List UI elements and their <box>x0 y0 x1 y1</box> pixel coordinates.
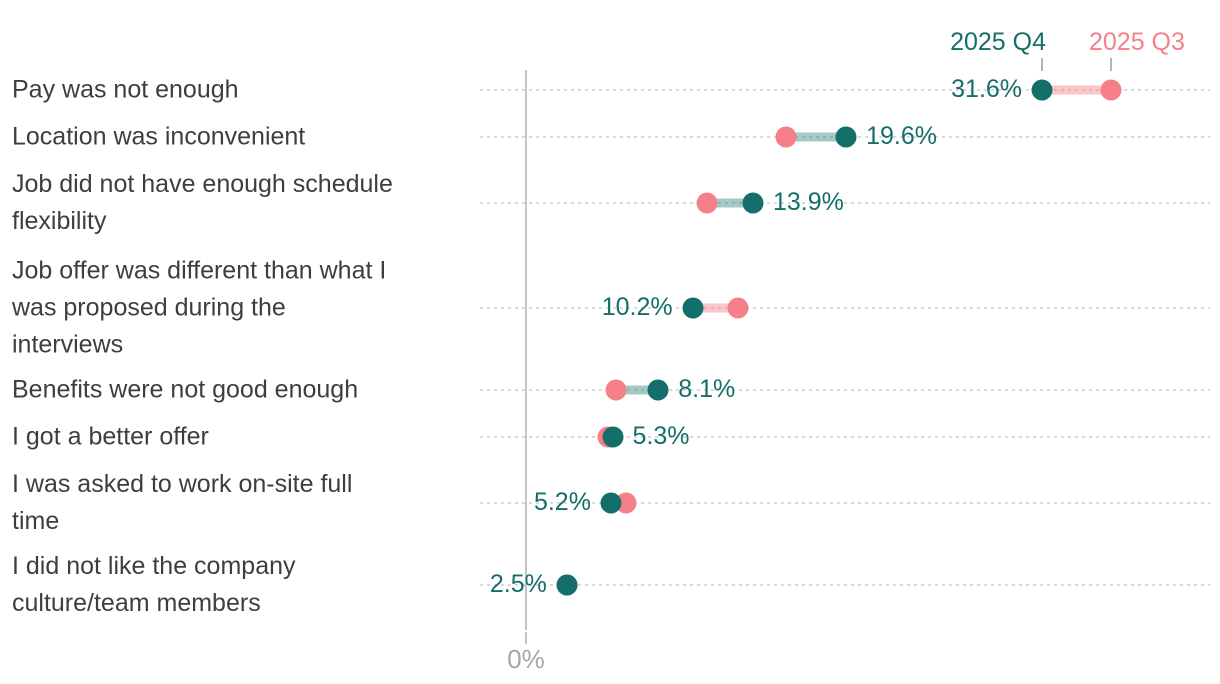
value-label: 2.5% <box>489 569 547 598</box>
q3-dot <box>1100 79 1122 101</box>
dumbbell-connector <box>692 303 739 313</box>
value-label: 8.1% <box>678 374 736 403</box>
row-gridline <box>480 389 1210 391</box>
category-label: I was asked to work on-site full time <box>12 470 353 535</box>
q3-dot <box>775 126 797 148</box>
q4-dot <box>1031 79 1053 101</box>
q4-dot <box>682 297 704 319</box>
q4-dot <box>602 426 624 448</box>
value-label: 5.2% <box>533 487 591 516</box>
row-gridline <box>480 202 1210 204</box>
q3-dot <box>696 192 718 214</box>
category-label: Pay was not enough <box>12 75 239 104</box>
row-gridline <box>480 89 1210 91</box>
row-gridline <box>480 502 1210 504</box>
q4-dot <box>556 574 578 596</box>
q3-dot <box>727 297 749 319</box>
zero-axis-line <box>525 70 527 630</box>
value-label: 31.6% <box>951 74 1023 103</box>
category-label: I got a better offer <box>12 422 209 451</box>
dumbbell-connector <box>1042 85 1111 95</box>
value-label: 10.2% <box>601 292 673 321</box>
row-gridline <box>480 436 1210 438</box>
value-label: 19.6% <box>866 121 937 150</box>
q4-dot <box>742 192 764 214</box>
row-gridline <box>480 307 1210 309</box>
category-label: Job offer was different than what I was … <box>12 256 387 359</box>
dumbbell-connector <box>785 132 847 142</box>
dumbbell-connector <box>615 385 659 395</box>
legend-tick-q4 <box>1041 58 1044 71</box>
q4-dot <box>600 492 622 514</box>
value-label: 5.3% <box>632 421 690 450</box>
category-label: Job did not have enough schedule flexibi… <box>12 170 393 235</box>
x-axis-zero-tick <box>525 632 527 644</box>
q4-dot <box>647 379 669 401</box>
q4-dot <box>835 126 857 148</box>
category-label: Benefits were not good enough <box>12 375 359 404</box>
legend-label-2025-q3: 2025 Q3 <box>1089 28 1185 56</box>
row-gridline <box>480 584 1210 586</box>
dumbbell-connector <box>707 198 753 208</box>
legend-label-2025-q4: 2025 Q4 <box>950 28 1046 56</box>
category-label: I did not like the company culture/team … <box>12 552 296 617</box>
q3-dot <box>605 379 627 401</box>
legend-tick-q3 <box>1109 58 1112 71</box>
value-label: 13.9% <box>772 187 844 216</box>
category-label: Location was inconvenient <box>12 122 306 151</box>
x-axis-zero-label: 0% <box>507 644 545 674</box>
